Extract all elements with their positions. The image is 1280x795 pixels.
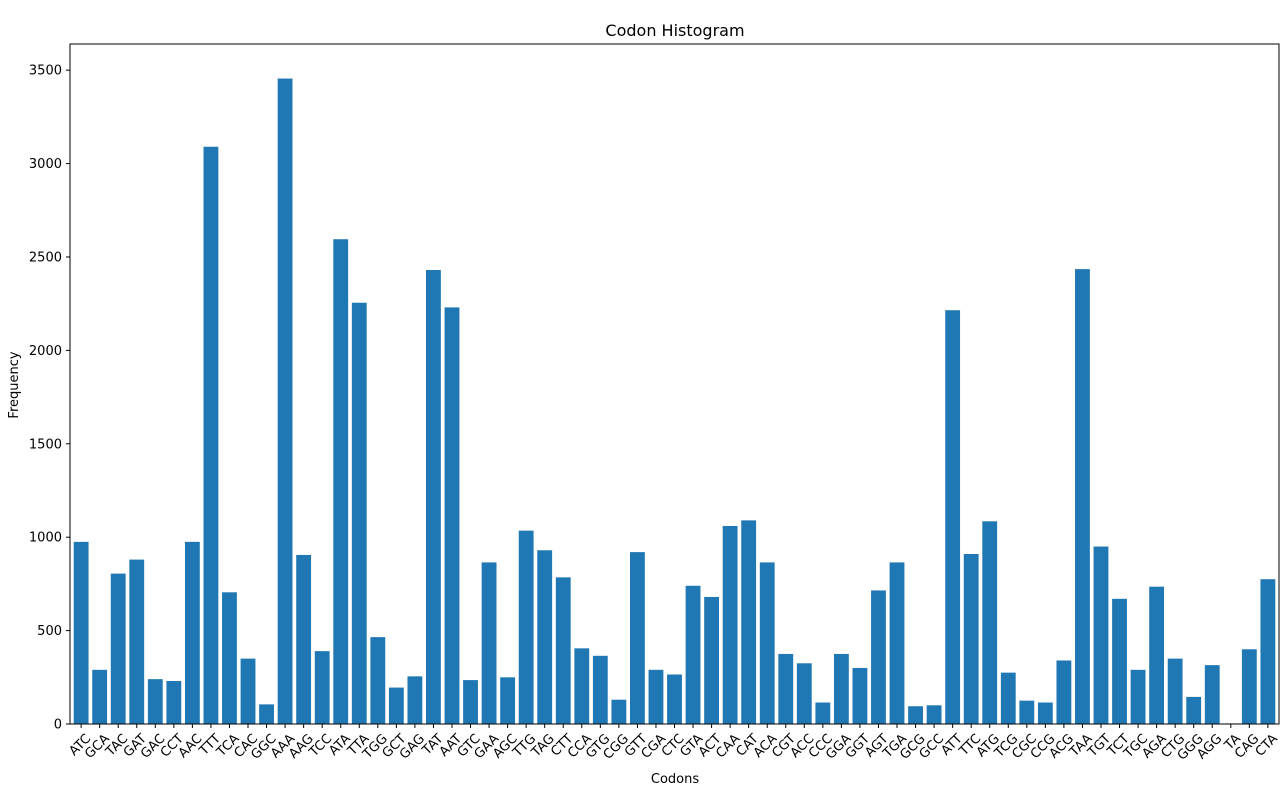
bar-aat	[444, 307, 460, 724]
bar-gaa	[481, 562, 497, 724]
bar-tcc	[314, 651, 330, 724]
bar-tct	[1112, 598, 1127, 724]
bar-cgg	[611, 699, 627, 724]
bar-tcg	[1000, 672, 1016, 724]
bar-acg	[1056, 660, 1072, 724]
y-tick-label: 1500	[29, 437, 62, 452]
chart-title: Codon Histogram	[605, 21, 744, 40]
bar-tgt	[1093, 546, 1109, 724]
bar-gcc	[926, 705, 942, 724]
bar-aca	[759, 562, 775, 724]
bar-ccg	[1037, 702, 1053, 724]
bar-ggt	[852, 667, 868, 724]
bar-agt	[871, 590, 886, 724]
bar-agc	[500, 677, 516, 724]
bar-aac	[184, 541, 200, 724]
bar-aaa	[277, 78, 293, 724]
bar-ccc	[815, 702, 831, 724]
bar-cca	[574, 648, 590, 724]
bar-cta	[1260, 579, 1276, 724]
y-tick-label: 3500	[29, 64, 62, 79]
y-tick-label: 2500	[29, 250, 62, 265]
y-tick-label: 1000	[29, 531, 62, 546]
bar-tag	[537, 550, 553, 724]
bar-cgt	[778, 653, 794, 724]
bar-ctg	[1167, 658, 1183, 724]
y-tick-label: 3000	[29, 157, 62, 172]
bar-cat	[741, 520, 757, 724]
bar-ata	[333, 239, 349, 724]
y-tick-label: 2000	[29, 344, 62, 359]
bar-gga	[833, 653, 849, 724]
bar-cac	[240, 658, 256, 724]
bar-gtt	[630, 552, 645, 724]
bar-ttc	[963, 554, 979, 724]
y-tick-label: 500	[37, 624, 62, 639]
bar-gca	[92, 669, 108, 724]
bar-caa	[722, 525, 738, 724]
bar-gtc	[463, 680, 478, 724]
bar-tga	[889, 562, 905, 724]
bar-ggg	[1186, 696, 1202, 724]
bar-cgc	[1019, 700, 1035, 724]
bar-gct	[388, 687, 404, 724]
x-tick-label: CTA	[1253, 731, 1280, 759]
bar-tta	[351, 302, 367, 724]
bar-gac	[147, 679, 163, 724]
y-axis-label: Frequency	[7, 351, 22, 418]
bar-cct	[166, 681, 182, 724]
bar-gat	[129, 559, 145, 724]
bar-tac	[110, 573, 126, 724]
bar-atg	[982, 521, 998, 724]
y-tick-label: 0	[54, 718, 62, 733]
bar-tgg	[370, 637, 386, 724]
bar-att	[945, 310, 961, 724]
bar-tgc	[1130, 669, 1146, 724]
bar-aag	[296, 554, 312, 724]
bar-gtg	[592, 655, 608, 724]
bar-agg	[1204, 665, 1220, 724]
bar-tca	[222, 592, 237, 724]
bar-ctt	[555, 577, 571, 724]
x-axis-label: Codons	[651, 772, 699, 787]
bar-cga	[648, 669, 664, 724]
bar-gta	[685, 585, 701, 724]
x-axis: ATCGCATACGATGACCCTAACTTTTCACACGGCAAAAAGT…	[66, 724, 1280, 763]
bar-taa	[1075, 269, 1090, 724]
bar-ggc	[259, 704, 274, 724]
bar-aga	[1149, 586, 1165, 724]
y-axis: 0 500 1000 1500 2000 2500 3000 3500	[29, 64, 70, 733]
bar-gcg	[908, 706, 923, 724]
bar-acc	[796, 663, 812, 724]
bar-ttt	[203, 146, 219, 724]
bar-atc	[73, 541, 89, 724]
bar-gag	[407, 676, 423, 724]
bar-ttg	[518, 530, 534, 724]
plot-area	[69, 43, 1280, 725]
bar-act	[704, 596, 719, 724]
bar-ctc	[667, 674, 682, 724]
bar-tat	[426, 270, 441, 724]
bar-cag	[1241, 649, 1257, 724]
